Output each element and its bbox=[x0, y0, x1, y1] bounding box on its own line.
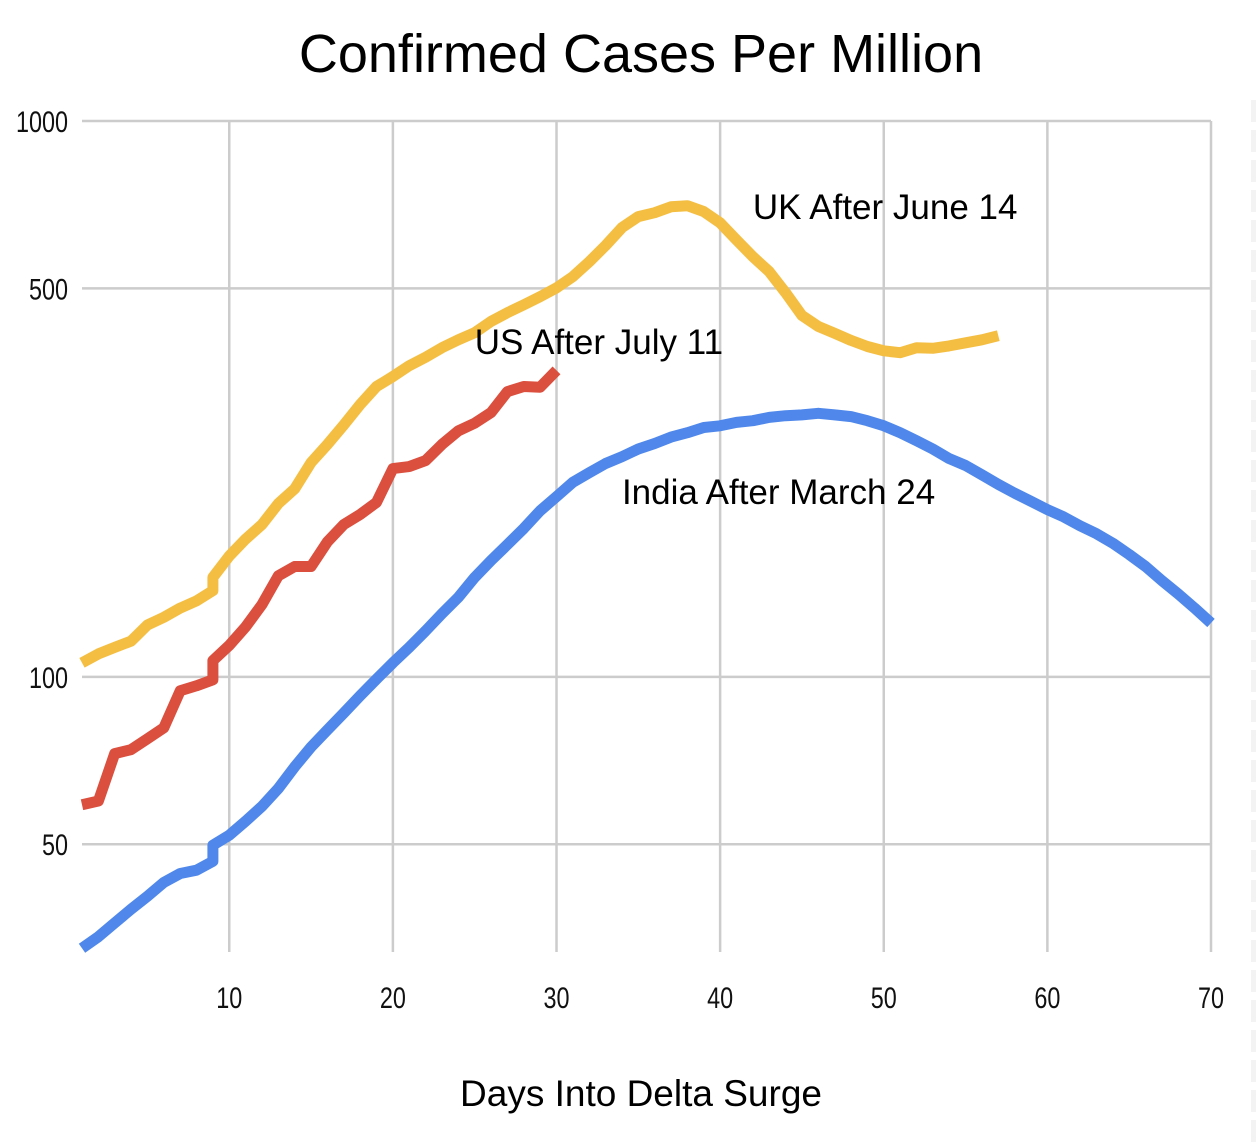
y-gridlines bbox=[82, 119, 1211, 846]
annotations: UK After June 14 US After July 11 India Af… bbox=[475, 188, 1018, 512]
y-tick-label: 500 bbox=[29, 273, 68, 306]
x-axis-ticks: 10 20 30 40 50 60 70 bbox=[216, 981, 1224, 1014]
y-tick-label: 100 bbox=[29, 661, 68, 694]
x-axis-label: Days Into Delta Surge bbox=[460, 1073, 822, 1114]
annotation-us: US After July 11 bbox=[475, 323, 723, 362]
y-tick-label: 50 bbox=[42, 828, 68, 861]
x-tick-label: 70 bbox=[1198, 981, 1224, 1014]
y-axis-ticks: 50 100 500 1000 bbox=[16, 105, 68, 862]
right-edge-strip bbox=[1251, 100, 1256, 1148]
x-tick-label: 60 bbox=[1034, 981, 1060, 1014]
series-lines bbox=[78, 200, 1215, 953]
x-tick-label: 10 bbox=[216, 981, 242, 1014]
x-gridlines bbox=[228, 121, 1213, 952]
x-tick-label: 50 bbox=[871, 981, 897, 1014]
series-line-uk bbox=[79, 200, 1000, 668]
x-tick-label: 40 bbox=[707, 981, 733, 1014]
annotation-uk: UK After June 14 bbox=[753, 188, 1018, 227]
annotation-india: India After March 24 bbox=[622, 473, 935, 512]
series-line-us bbox=[80, 366, 561, 811]
x-tick-label: 30 bbox=[543, 981, 569, 1014]
series-line-india bbox=[78, 407, 1215, 953]
chart-title: Confirmed Cases Per Million bbox=[299, 24, 983, 84]
x-tick-label: 20 bbox=[380, 981, 406, 1014]
y-tick-label: 1000 bbox=[16, 105, 68, 138]
